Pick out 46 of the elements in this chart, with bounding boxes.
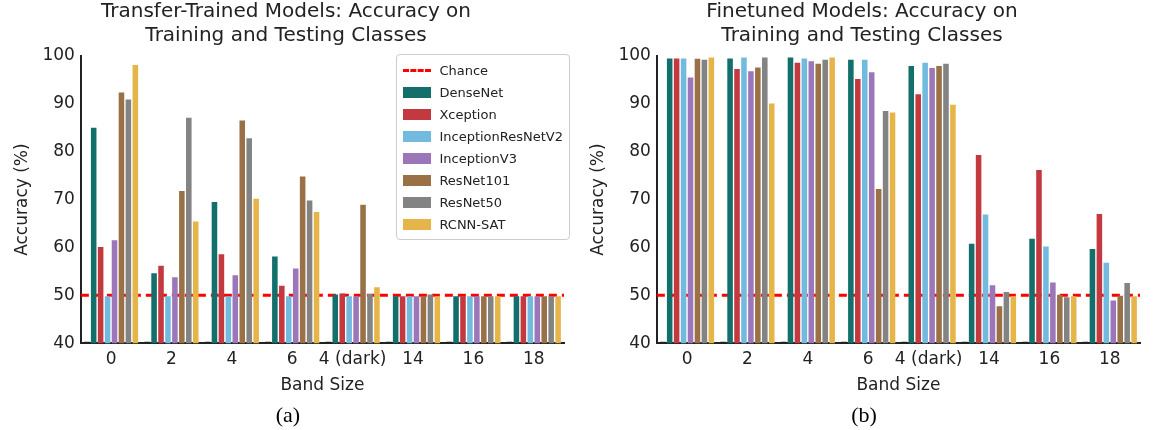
- y-tick-label: 40: [53, 331, 75, 352]
- y-tick-label: 70: [629, 188, 651, 209]
- x-tick-label: 16: [462, 347, 485, 368]
- x-tick-label: 4 (dark): [894, 347, 963, 368]
- x-axis-title: Band Size: [280, 374, 365, 395]
- text: (a): [274, 402, 302, 428]
- text: (b): [850, 402, 878, 428]
- y-tick-label: 60: [53, 235, 75, 256]
- legend-label: ResNet50: [438, 193, 503, 212]
- chart-title: Transfer-Trained Models: Accuracy on Training and Testing Classes: [99, 0, 472, 47]
- legend-label: InceptionV3: [438, 149, 518, 168]
- legend-label: ResNet101: [438, 171, 512, 190]
- chart-title: Finetuned Models: Accuracy on Training and Testing Classes: [706, 0, 1018, 47]
- x-tick-label: 6: [862, 347, 874, 368]
- x-axis-title: Band Size: [856, 374, 941, 395]
- y-tick-label: 50: [629, 283, 651, 304]
- y-tick-label: 70: [53, 188, 75, 209]
- x-tick-label: 14: [402, 347, 424, 368]
- y-tick-label: 90: [53, 92, 75, 113]
- x-tick-label: 4: [226, 347, 238, 368]
- y-tick-label: 50: [53, 283, 75, 304]
- x-tick-label: 14: [978, 347, 1000, 368]
- y-tick-label: 100: [618, 44, 651, 65]
- x-tick-label: 0: [681, 347, 693, 368]
- y-tick-label: 80: [629, 140, 651, 161]
- y-tick-label: 100: [42, 44, 75, 65]
- y-tick-label: 60: [629, 235, 651, 256]
- x-tick-label: 18: [522, 347, 545, 368]
- x-tick-label: 4: [802, 347, 814, 368]
- y-axis-title: Accuracy (%): [10, 143, 31, 256]
- x-tick-label: 18: [1098, 347, 1121, 368]
- x-tick-label: 6: [286, 347, 298, 368]
- y-tick-label: 40: [629, 331, 651, 352]
- y-axis-title: Accuracy (%): [586, 143, 607, 256]
- y-tick-label: 80: [53, 140, 75, 161]
- x-tick-label: 0: [105, 347, 117, 368]
- legend-label: Chance: [438, 61, 490, 80]
- legend-label: Xception: [438, 105, 498, 124]
- legend-label: RCNN-SAT: [438, 215, 507, 234]
- x-tick-label: 4 (dark): [318, 347, 387, 368]
- legend-label: InceptionResNetV2: [438, 127, 563, 146]
- x-tick-label: 2: [742, 347, 753, 368]
- x-tick-label: 2: [166, 347, 177, 368]
- x-tick-label: 16: [1038, 347, 1061, 368]
- legend-label: DenseNet: [438, 83, 505, 102]
- y-tick-label: 90: [629, 92, 651, 113]
